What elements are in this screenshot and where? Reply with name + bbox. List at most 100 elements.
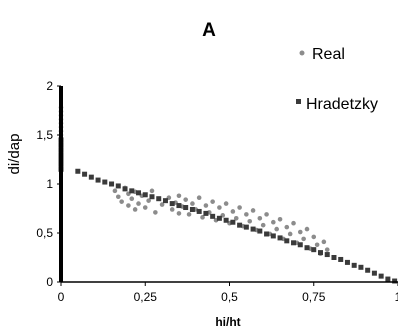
data-point-hradetzky <box>149 194 155 200</box>
data-point-hradetzky <box>142 192 148 198</box>
data-point-real <box>126 203 131 208</box>
data-point-hradetzky <box>196 208 202 214</box>
data-point-hradetzky <box>257 228 263 234</box>
legend-label-real: Real <box>312 46 345 63</box>
data-point-hradetzky <box>304 245 310 251</box>
x-tick-label: 0,75 <box>302 290 326 304</box>
data-point-hradetzky <box>331 255 337 260</box>
data-point-hradetzky <box>216 215 222 221</box>
data-point-real <box>176 193 182 199</box>
data-point-hradetzky <box>203 210 209 216</box>
data-point-hradetzky <box>176 203 182 209</box>
data-point-hradetzky <box>88 174 94 180</box>
data-point-hradetzky <box>102 179 108 185</box>
data-point-hradetzky <box>338 256 344 262</box>
y-tick-label: 1 <box>46 177 53 191</box>
y-tick-label: 2 <box>46 79 53 93</box>
data-point-hradetzky <box>365 267 371 273</box>
data-point-hradetzky <box>156 196 162 202</box>
data-point-hradetzky <box>385 276 391 282</box>
data-point-real <box>237 205 242 210</box>
data-point-real <box>311 234 317 240</box>
data-point-hradetzky <box>378 273 384 279</box>
data-point-real <box>260 222 266 228</box>
data-point-real <box>153 210 158 215</box>
data-point-hradetzky <box>392 278 398 284</box>
x-tick-label: 0,25 <box>134 290 158 304</box>
data-point-hradetzky <box>277 235 283 241</box>
points-layer <box>58 105 398 284</box>
data-point-real <box>136 201 141 206</box>
legend-marker-real <box>299 50 305 56</box>
data-point-real <box>230 209 236 214</box>
data-point-hradetzky <box>210 213 216 219</box>
data-point-real <box>321 239 327 245</box>
data-point-hradetzky <box>223 217 229 223</box>
data-point-real <box>301 236 306 242</box>
data-point-hradetzky <box>344 259 350 265</box>
data-point-real <box>314 242 320 248</box>
data-point-real <box>217 205 222 210</box>
y-axis-label: di/dap <box>6 134 23 175</box>
y-tick-label: 1,5 <box>36 128 53 142</box>
data-point-real <box>146 198 151 203</box>
x-tick-label: 1 <box>395 290 398 304</box>
y-tick-label: 0,5 <box>36 226 53 240</box>
data-point-real <box>183 197 188 202</box>
x-axis-label: hi/ht <box>215 315 240 329</box>
data-point-real <box>257 216 263 221</box>
legend-marker-hradetzky <box>296 99 301 104</box>
data-point-hradetzky <box>284 238 290 244</box>
data-point-hradetzky <box>129 188 135 194</box>
data-point-hradetzky <box>95 177 101 183</box>
data-point-real <box>203 203 209 208</box>
data-point-hradetzky <box>311 247 317 253</box>
data-point-hradetzky <box>122 186 128 192</box>
data-point-hradetzky <box>82 171 88 177</box>
data-point-real <box>176 211 182 216</box>
data-point-real <box>247 218 253 224</box>
data-point-hradetzky <box>297 242 303 248</box>
data-point-real <box>196 195 202 201</box>
data-point-real <box>119 199 124 204</box>
x-tick-label: 0 <box>58 290 65 304</box>
data-point-real <box>244 212 249 217</box>
chart-title: A <box>202 20 216 41</box>
ticks-layer: 0 0,25 0,5 0,75 1 0 0,5 1 1,5 2 <box>36 79 398 304</box>
data-point-real <box>277 216 283 222</box>
data-point-real <box>129 196 135 201</box>
data-point-hradetzky <box>243 224 249 230</box>
data-point-hradetzky <box>351 262 357 268</box>
data-point-real <box>250 208 256 213</box>
data-point-hradetzky <box>371 270 377 276</box>
data-point-real <box>112 188 118 194</box>
data-point-hradetzky <box>169 201 175 207</box>
x-tick-label: 0,5 <box>221 290 238 304</box>
legend-label-hradetzky: Hradetzky <box>306 96 378 113</box>
data-point-real <box>200 215 205 220</box>
data-point-real <box>210 199 215 204</box>
data-point-hradetzky <box>358 264 364 270</box>
data-point-hradetzky <box>291 240 297 246</box>
data-point-real <box>264 212 269 217</box>
data-point-hradetzky <box>250 226 256 232</box>
data-point-real <box>284 224 290 230</box>
data-point-real <box>233 216 239 221</box>
data-point-real <box>149 188 155 194</box>
data-point-hradetzky <box>75 168 81 174</box>
data-point-hradetzky <box>183 205 189 211</box>
data-point-hradetzky <box>317 250 323 256</box>
data-point-real <box>223 201 229 206</box>
data-point-real <box>291 220 296 226</box>
data-point-real <box>271 219 276 225</box>
data-point-real <box>159 202 165 207</box>
data-point-hradetzky <box>115 183 121 189</box>
data-point-hradetzky <box>162 198 168 204</box>
data-point-real <box>304 226 310 232</box>
data-point-real <box>115 194 121 200</box>
data-point-real <box>142 205 148 210</box>
data-point-real <box>169 207 175 212</box>
data-point-hradetzky <box>136 190 142 196</box>
legend: Real Hradetzky <box>296 46 378 113</box>
